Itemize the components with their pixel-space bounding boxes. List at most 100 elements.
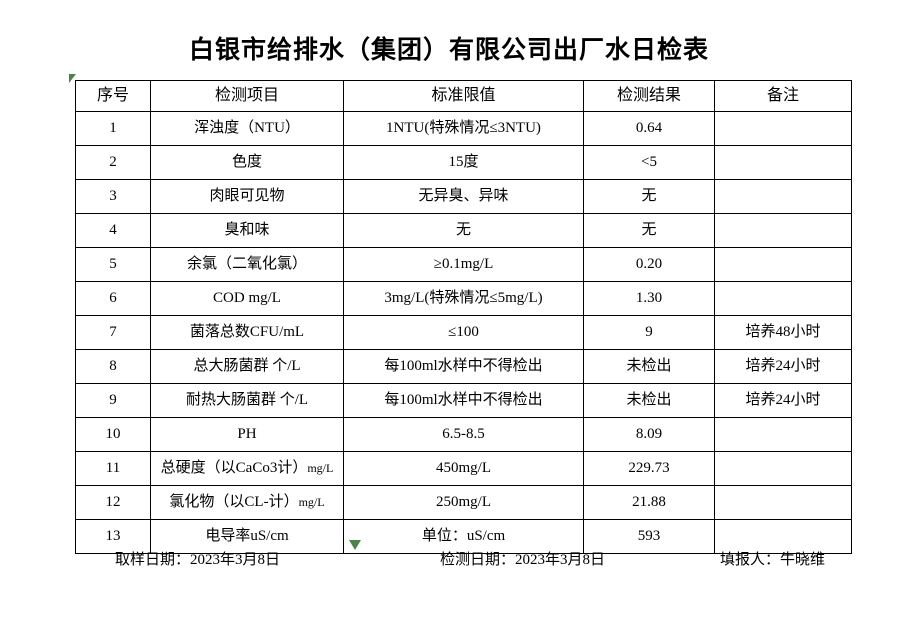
cell-test-item-text: 臭和味: [224, 222, 270, 239]
cell-test-item-text: 色度: [231, 154, 262, 171]
cell-test-result: 8.09: [583, 417, 715, 452]
table-row: 12 氯化物（以CL-计）mg/L 250mg/L 21.88: [75, 485, 852, 520]
cell-remark: [714, 247, 852, 282]
cell-standard-limit: 无异臭、异味: [343, 179, 584, 214]
cell-test-item: 耐热大肠菌群 个/L: [150, 383, 344, 418]
cell-remark: 培养24小时: [714, 349, 852, 384]
cell-test-item-unit: mg/L: [307, 461, 334, 476]
water-quality-table: 序号 检测项目 标准限值 检测结果 备注 1 浑浊度（NTU） 1NTU(特殊情况≤…: [75, 80, 852, 554]
table-row: 7 菌落总数CFU/mL ≤100 9 培养48小时: [75, 315, 852, 350]
cell-test-result: 21.88: [583, 485, 715, 520]
cell-sequence-number: 12: [75, 485, 151, 520]
cell-test-item-text: 浑浊度（NTU）: [194, 120, 300, 137]
cell-test-item-text: PH: [237, 426, 257, 443]
cell-sequence-number: 10: [75, 417, 151, 452]
cell-remark: [714, 145, 852, 180]
cell-test-item: 臭和味: [150, 213, 344, 248]
cell-test-result: <5: [583, 145, 715, 180]
table-header-row: 序号 检测项目 标准限值 检测结果 备注: [75, 80, 852, 112]
cell-test-result: 无: [583, 179, 715, 214]
table-row: 11 总硬度（以CaCo3计）mg/L 450mg/L 229.73: [75, 451, 852, 486]
table-row: 10 PH 6.5-8.5 8.09: [75, 417, 852, 452]
cell-standard-limit: 15度: [343, 145, 584, 180]
cell-test-result: 593: [583, 519, 715, 554]
cell-sequence-number: 5: [75, 247, 151, 282]
cell-test-item-text: 电导率uS/cm: [205, 528, 289, 545]
cell-remark: [714, 111, 852, 146]
footer-reporter: 填报人：牛晓维: [720, 552, 826, 568]
cell-sequence-number: 7: [75, 315, 151, 350]
cell-test-item-text: 余氯（二氧化氯）: [186, 256, 307, 273]
cell-sequence-number: 13: [75, 519, 151, 554]
cell-test-item-text: 肉眼可见物: [209, 188, 285, 205]
table-row: 9 耐热大肠菌群 个/L 每100ml水样中不得检出 未检出 培养24小时: [75, 383, 852, 418]
column-header-no: 序号: [75, 80, 151, 112]
table-row: 13 电导率uS/cm 单位：uS/cm 593: [75, 519, 852, 554]
cell-test-item: 色度: [150, 145, 344, 180]
cell-test-item-text: 总硬度（以CaCo3计）: [160, 460, 308, 477]
cell-sequence-number: 2: [75, 145, 151, 180]
cell-test-item: PH: [150, 417, 344, 452]
cell-standard-limit: 3mg/L(特殊情况≤5mg/L): [343, 281, 584, 316]
cell-test-item-text: COD mg/L: [213, 290, 281, 307]
cell-standard-limit: ≥0.1mg/L: [343, 247, 584, 282]
cell-test-result: 无: [583, 213, 715, 248]
cell-test-item-text: 总大肠菌群 个/L: [193, 358, 301, 375]
cell-test-result: 1.30: [583, 281, 715, 316]
cell-remark: [714, 451, 852, 486]
cell-test-item: 浑浊度（NTU）: [150, 111, 344, 146]
cell-sequence-number: 3: [75, 179, 151, 214]
cell-test-item-text: 耐热大肠菌群 个/L: [185, 392, 309, 409]
cell-remark: 培养48小时: [714, 315, 852, 350]
cell-test-item: 余氯（二氧化氯）: [150, 247, 344, 282]
cell-sequence-number: 8: [75, 349, 151, 384]
cell-remark: [714, 281, 852, 316]
cell-test-result: 9: [583, 315, 715, 350]
cell-test-result: 0.20: [583, 247, 715, 282]
cell-test-item: 菌落总数CFU/mL: [150, 315, 344, 350]
cell-test-item: 电导率uS/cm: [150, 519, 344, 554]
cell-standard-limit: 每100ml水样中不得检出: [343, 383, 584, 418]
cell-standard-limit: 每100ml水样中不得检出: [343, 349, 584, 384]
table-row: 6 COD mg/L 3mg/L(特殊情况≤5mg/L) 1.30: [75, 281, 852, 316]
column-header-standard: 标准限值: [343, 80, 584, 112]
cell-test-item: 肉眼可见物: [150, 179, 344, 214]
table-row: 3 肉眼可见物 无异臭、异味无: [75, 179, 852, 214]
cell-sequence-number: 6: [75, 281, 151, 316]
footer-test-date: 检测日期：2023年3月8日: [440, 552, 606, 568]
footer: 取样日期：2023年3月8日 检测日期：2023年3月8日 填报人：牛晓维: [75, 548, 851, 569]
cell-standard-limit: ≤100: [343, 315, 584, 350]
column-header-result: 检测结果: [583, 80, 715, 112]
cell-test-item-text: 氯化物（以CL-计）: [169, 494, 299, 511]
cell-test-item-unit: mg/L: [298, 495, 325, 510]
report-table-container: 序号 检测项目 标准限值 检测结果 备注 1 浑浊度（NTU） 1NTU(特殊情况≤…: [75, 80, 852, 554]
cell-test-item: 氯化物（以CL-计）mg/L: [150, 485, 344, 520]
cell-test-item: COD mg/L: [150, 281, 344, 316]
cell-standard-limit: 6.5-8.5: [343, 417, 584, 452]
table-header: 序号 检测项目 标准限值 检测结果 备注: [75, 80, 852, 112]
cell-standard-limit: 1NTU(特殊情况≤3NTU): [343, 111, 584, 146]
cell-test-result: 0.64: [583, 111, 715, 146]
cell-test-result: 229.73: [583, 451, 715, 486]
cell-remark: [714, 519, 852, 554]
table-row: 2 色度 15度 <5: [75, 145, 852, 180]
cell-remark: [714, 485, 852, 520]
table-row: 1 浑浊度（NTU） 1NTU(特殊情况≤3NTU) 0.64: [75, 111, 852, 146]
cell-standard-limit: 单位：uS/cm: [343, 519, 584, 554]
cell-test-result: 未检出: [583, 383, 715, 418]
cell-standard-limit: 250mg/L: [343, 485, 584, 520]
cell-remark: [714, 213, 852, 248]
column-header-item: 检测项目: [150, 80, 344, 112]
cell-test-result: 未检出: [583, 349, 715, 384]
page-title: 白银市给排水（集团）有限公司出厂水日检表: [188, 37, 709, 64]
column-header-remark: 备注: [714, 80, 852, 112]
cell-remark: [714, 179, 852, 214]
cell-sequence-number: 4: [75, 213, 151, 248]
cell-test-item: 总大肠菌群 个/L: [150, 349, 344, 384]
footer-sample-date: 取样日期：2023年3月8日: [115, 552, 281, 568]
table-row: 5 余氯（二氧化氯） ≥0.1mg/L 0.20: [75, 247, 852, 282]
cell-standard-limit: 450mg/L: [343, 451, 584, 486]
table-body: 1 浑浊度（NTU） 1NTU(特殊情况≤3NTU) 0.64 2 色度 15度 <5 3 肉眼可…: [75, 111, 852, 554]
cell-remark: [714, 417, 852, 452]
